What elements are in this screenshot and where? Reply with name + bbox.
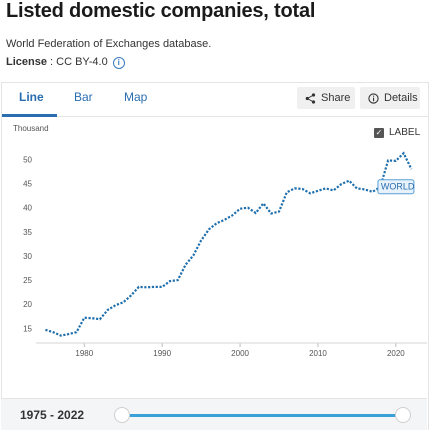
range-label: 1975 - 2022	[20, 408, 85, 422]
series-line-world	[45, 151, 413, 337]
y-axis-unit: Thousand	[13, 124, 49, 133]
info-icon	[368, 92, 379, 104]
y-tick-label: 25	[23, 276, 32, 285]
share-icon	[305, 92, 316, 104]
y-tick-label: 40	[23, 204, 32, 213]
range-slider-start-handle[interactable]	[114, 407, 130, 423]
details-button[interactable]: Details	[360, 87, 420, 109]
x-tick-label: 2010	[309, 349, 327, 358]
range-slider-end-handle[interactable]	[395, 407, 411, 423]
y-tick-label: 35	[23, 228, 32, 237]
license-label: License	[6, 56, 47, 68]
active-tab-indicator	[2, 114, 57, 117]
y-tick-label: 15	[23, 324, 32, 333]
series-label-text: WORLD	[381, 182, 415, 192]
x-tick-label: 1990	[153, 349, 171, 358]
license-value[interactable]: : CC BY-4.0	[46, 56, 108, 68]
license-row: License : CC BY-4.0 i	[6, 56, 125, 69]
chart-panel: Line Bar Map Share Details ✓ LABEL Thous…	[1, 82, 429, 430]
x-tick-label: 2020	[387, 349, 405, 358]
tab-map[interactable]: Map	[124, 90, 148, 104]
details-label: Details	[384, 92, 418, 104]
source-text: World Federation of Exchanges database.	[6, 38, 212, 50]
share-button[interactable]: Share	[297, 87, 355, 109]
label-checkbox[interactable]: ✓	[374, 127, 384, 138]
share-label: Share	[321, 92, 351, 104]
license-info-icon[interactable]: i	[112, 57, 125, 69]
y-tick-label: 20	[23, 300, 32, 309]
series-label-world: WORLD	[377, 179, 415, 195]
tab-bar[interactable]: Bar	[74, 90, 93, 104]
range-slider-track[interactable]	[121, 414, 403, 417]
y-tick-label: 45	[23, 180, 32, 189]
tab-line[interactable]: Line	[19, 90, 44, 104]
label-toggle-text: LABEL	[389, 127, 421, 138]
x-tick-label: 1980	[75, 349, 93, 358]
tab-divider	[2, 116, 428, 117]
line-chart: 15 20 25 30 35 40 45 50 1980 1990 2000 2010 2020 WO…	[23, 151, 427, 358]
y-tick-label: 30	[23, 252, 32, 261]
y-tick-label: 50	[23, 155, 32, 164]
x-tick-label: 2000	[231, 349, 249, 358]
range-bar: 1975 - 2022	[1, 398, 427, 430]
page-title: Listed domestic companies, total	[6, 0, 316, 22]
label-toggle[interactable]: ✓ LABEL	[374, 127, 420, 138]
